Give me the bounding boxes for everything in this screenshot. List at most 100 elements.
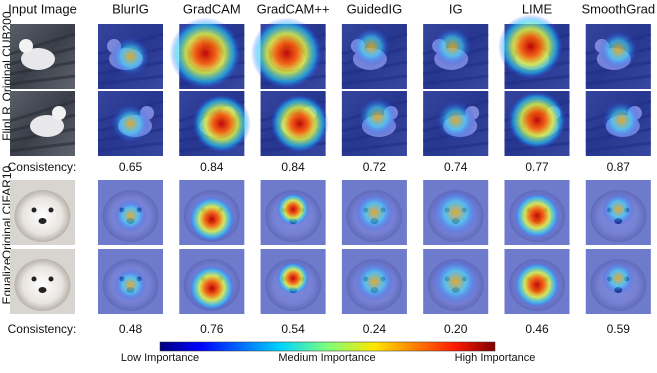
column-header: SmoothGrad (581, 1, 655, 16)
column-header: GradCAM++ (257, 1, 330, 16)
image-cell (10, 249, 75, 314)
image-cell (260, 91, 329, 156)
eye (48, 207, 54, 213)
colorbar-high: High Importance (455, 352, 536, 364)
column-header: BlurIG (112, 1, 149, 16)
image-cell (178, 91, 251, 156)
image-cell (169, 17, 245, 89)
image-cell (10, 180, 75, 245)
image-cell (97, 91, 164, 156)
consistency-value: 0.84 (281, 160, 305, 174)
colorbar-medium: Medium Importance (278, 352, 375, 364)
image-cell (504, 91, 570, 156)
consistency-value: 0.59 (607, 322, 631, 336)
bird (30, 115, 64, 137)
heatmap (250, 17, 323, 89)
heatmap (276, 262, 310, 295)
image-cell (341, 91, 408, 156)
heatmap (189, 196, 235, 242)
heatmap (114, 199, 147, 232)
image-cell (260, 180, 326, 245)
heatmap (602, 262, 635, 295)
image-cell (9, 24, 76, 89)
consistency-label: Consistency: (8, 160, 77, 174)
heatmap (192, 94, 251, 153)
consistency-value: 0.65 (119, 160, 143, 174)
consistency-value: 0.54 (281, 322, 305, 336)
dog (14, 259, 71, 311)
rock (9, 141, 76, 153)
rock (9, 74, 76, 86)
image-cell (585, 249, 651, 314)
image-cell (98, 180, 163, 245)
heatmap (189, 265, 235, 311)
colorbar-low: Low Importance (121, 352, 199, 364)
image-cell (423, 180, 489, 245)
eye (31, 207, 37, 213)
heatmap (498, 14, 563, 80)
heatmap (507, 91, 567, 150)
heatmap (351, 27, 391, 67)
consistency-value: 0.72 (363, 160, 387, 174)
rock (9, 99, 76, 123)
image-cell (585, 91, 652, 156)
heatmap (602, 193, 635, 226)
heatmap (514, 262, 560, 308)
consistency-value: 0.87 (607, 160, 631, 174)
column-header: GuidedIG (347, 1, 403, 16)
image-cell (504, 249, 570, 314)
colorbar (159, 341, 496, 352)
consistency-value: 0.77 (525, 160, 549, 174)
dog (14, 190, 71, 242)
heatmap (514, 193, 560, 239)
image-cell (498, 14, 570, 89)
heatmap (358, 97, 398, 137)
heatmap (436, 100, 476, 140)
image-cell (422, 91, 489, 156)
image-cell (341, 249, 407, 314)
heatmap (111, 104, 150, 143)
eye (48, 276, 54, 282)
bird-head (52, 106, 66, 120)
heatmap (270, 94, 329, 153)
heatmap (276, 193, 310, 226)
consistency-value: 0.84 (200, 160, 224, 174)
heatmap (432, 189, 479, 236)
heatmap (432, 258, 479, 305)
heatmap (354, 193, 394, 232)
image-cell (179, 180, 245, 245)
image-cell (98, 249, 163, 314)
heatmap (169, 17, 242, 89)
heatmap (111, 37, 150, 76)
heatmap (114, 268, 147, 301)
column-header: IG (449, 1, 463, 16)
nose (38, 218, 47, 224)
consistency-value: 0.20 (444, 322, 468, 336)
heatmap (432, 27, 472, 67)
column-header: Input Image (8, 1, 77, 16)
image-cell (179, 249, 245, 314)
image-cell (422, 24, 489, 89)
image-cell (341, 24, 408, 89)
consistency-value: 0.48 (119, 322, 143, 336)
consistency-value: 0.74 (444, 160, 468, 174)
image-cell (9, 91, 76, 156)
consistency-label: Consistency: (8, 322, 77, 336)
image-cell (585, 180, 651, 245)
consistency-value: 0.24 (363, 322, 387, 336)
heatmap (602, 100, 642, 140)
consistency-value: 0.76 (200, 322, 224, 336)
bird (21, 48, 55, 70)
column-header: GradCAM (183, 1, 241, 16)
image-cell (423, 249, 489, 314)
column-header: LIME (522, 1, 553, 16)
image-cell (504, 180, 570, 245)
image-cell (250, 17, 327, 89)
heatmap (598, 30, 638, 70)
image-grid: Input Image BlurIG GradCAM GradCAM++ GuidedI… (0, 1, 655, 336)
nose (38, 287, 47, 293)
image-cell (341, 180, 407, 245)
eye (31, 276, 37, 282)
bird-head (19, 39, 33, 53)
